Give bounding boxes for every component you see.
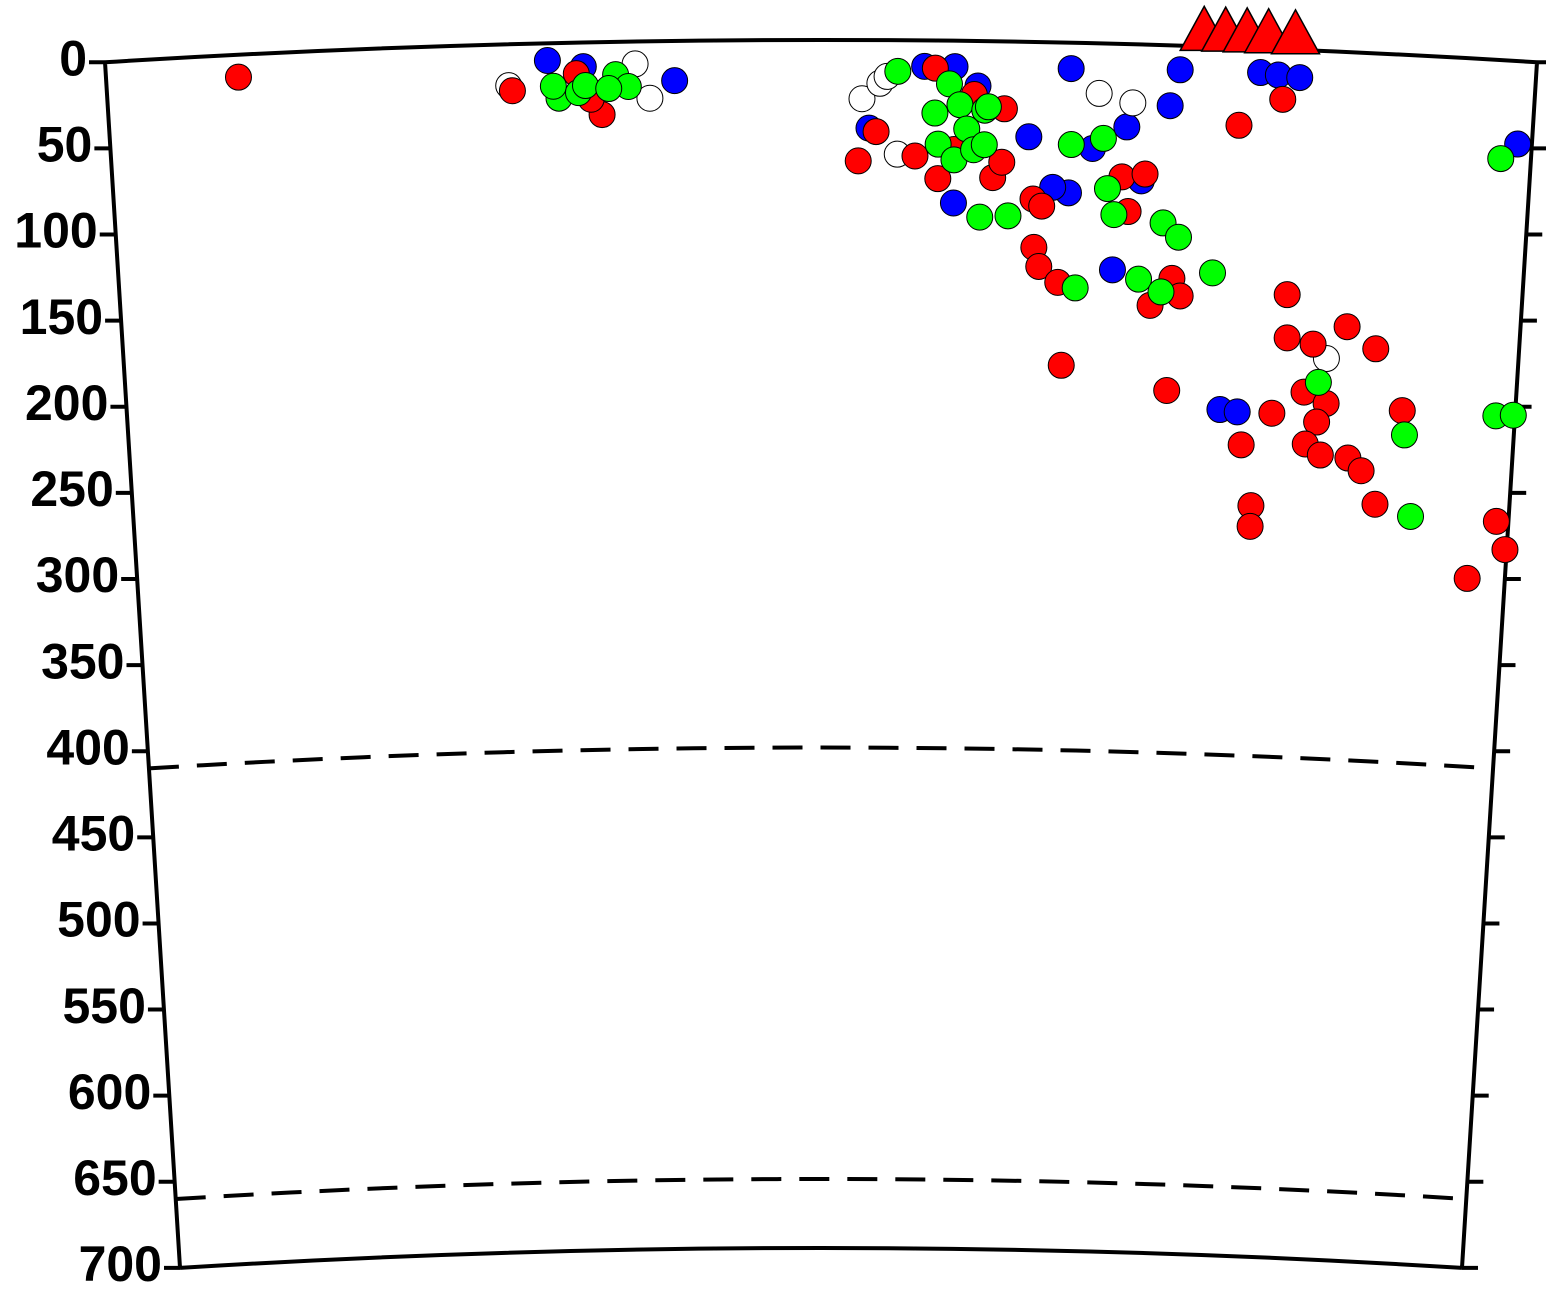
event-marker [1273,281,1301,309]
event-marker [1061,274,1089,302]
event-marker [1347,457,1375,485]
y-tick-label: 500 [57,892,140,948]
event-marker [1164,223,1192,251]
event-marker [1299,330,1327,358]
y-tick-label: 550 [63,978,146,1034]
event-marker [1166,56,1194,84]
reference-depth-line [148,745,1494,771]
event-marker [224,63,252,91]
volcano [1270,8,1321,55]
y-tick-label: 50 [37,117,93,173]
y-tick-label: 250 [30,461,113,517]
event-marker [924,165,952,193]
y-tick-label: 300 [36,547,119,603]
event-marker [1100,201,1128,229]
event-marker [571,72,599,100]
event-marker [1131,160,1159,188]
event-marker [1361,490,1389,518]
event-marker [1388,397,1416,425]
event-marker [1057,131,1085,159]
y-tick-label: 700 [79,1236,162,1292]
event-marker [1093,175,1121,203]
y-tick-label: 0 [59,30,87,86]
y-tick-label: 450 [52,806,135,862]
event-marker [1227,431,1255,459]
event-marker [974,93,1002,121]
event-marker [533,47,561,75]
event-marker [1015,123,1043,151]
event-marker [1258,399,1286,427]
event-marker [1306,441,1334,469]
event-marker [1499,401,1527,429]
event-marker [1113,113,1141,141]
event-marker [1453,564,1481,592]
event-marker [1223,398,1251,426]
event-marker [661,67,689,95]
event-marker [595,75,623,103]
event-marker [1269,85,1297,113]
event-marker [1085,79,1113,107]
y-tick-label: 400 [46,719,129,775]
event-marker [1098,256,1126,284]
event-marker [1362,335,1390,363]
event-marker [1482,507,1510,535]
y-tick-label: 100 [14,203,97,259]
event-marker [862,118,890,146]
event-marker [848,85,876,113]
event-marker [921,99,949,127]
y-tick-label: 150 [20,289,103,345]
event-marker [1156,92,1184,120]
event-marker [966,203,994,231]
event-marker [1028,192,1056,220]
event-marker [1025,252,1053,280]
event-marker [1225,111,1253,139]
event-marker [539,72,567,100]
event-marker [1047,351,1075,379]
y-tick-label: 650 [73,1150,156,1206]
event-marker [636,84,664,112]
event-marker [994,202,1022,230]
event-marker [1303,408,1331,436]
event-marker [939,189,967,217]
event-marker [884,57,912,85]
event-marker [1119,89,1147,117]
event-marker [1089,124,1117,152]
event-marker [1236,512,1264,540]
y-tick-label: 200 [25,375,108,431]
event-marker [844,147,872,175]
event-marker [1304,368,1332,396]
frame [103,38,1539,1270]
event-marker [970,131,998,159]
y-tick-label: 350 [41,633,124,689]
event-marker [988,148,1016,176]
event-marker [1390,421,1418,449]
event-marker [1286,64,1314,92]
event-marker [946,91,974,119]
event-marker [1491,536,1519,564]
event-marker [1397,502,1425,530]
event-marker [901,142,929,170]
event-marker [1273,324,1301,352]
event-marker [1147,278,1175,306]
reference-depth-line [175,1176,1467,1202]
event-marker [1057,55,1085,83]
y-tick-label: 600 [68,1064,151,1120]
event-marker [1487,145,1515,173]
event-marker [498,77,526,105]
event-marker [1199,259,1227,287]
event-marker [1153,376,1181,404]
event-marker [1125,265,1153,293]
event-marker [1333,313,1361,341]
